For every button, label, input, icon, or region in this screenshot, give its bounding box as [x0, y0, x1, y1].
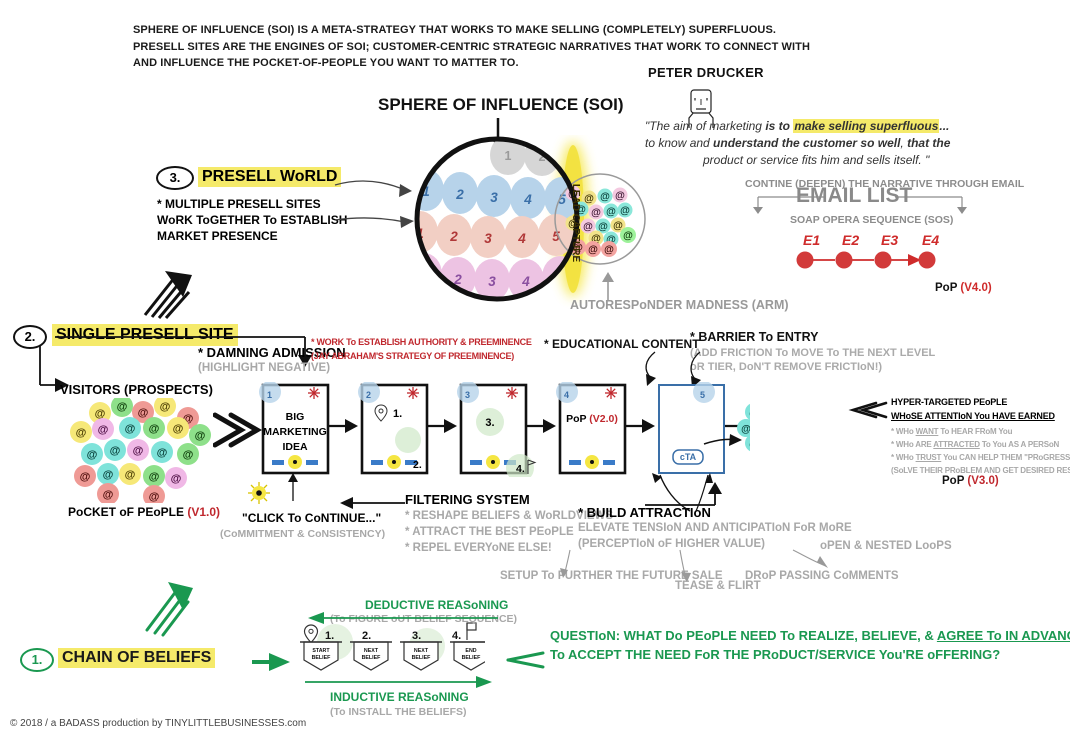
svg-text:2.: 2.: [413, 459, 422, 471]
svg-text:@: @: [117, 401, 128, 413]
svg-text:E4: E4: [922, 234, 939, 248]
svg-text:@: @: [600, 192, 610, 203]
svg-text:1: 1: [420, 268, 428, 283]
svg-text:@: @: [138, 407, 149, 419]
svg-text:@: @: [741, 424, 750, 435]
svg-text:@: @: [183, 449, 194, 461]
svg-text:@: @: [195, 430, 206, 442]
svg-text:3: 3: [484, 231, 492, 246]
svg-text:@: @: [125, 469, 136, 481]
svg-text:4: 4: [521, 274, 530, 289]
svg-text:@: @: [598, 222, 608, 233]
svg-text:MARKETING: MARKETING: [263, 426, 327, 438]
svg-text:2: 2: [366, 390, 371, 400]
svg-text:@: @: [103, 469, 114, 481]
svg-text:5: 5: [700, 390, 705, 400]
svg-text:1: 1: [267, 390, 272, 400]
svg-text:1: 1: [505, 149, 512, 163]
svg-text:@: @: [583, 222, 593, 233]
svg-text:@: @: [613, 221, 623, 232]
svg-text:END: END: [465, 648, 476, 654]
svg-text:4: 4: [523, 192, 532, 207]
svg-text:PoP (V2.0): PoP (V2.0): [566, 413, 618, 425]
svg-text:@: @: [749, 408, 750, 419]
svg-text:START: START: [312, 648, 330, 654]
svg-text:@: @: [103, 489, 114, 501]
svg-text:2: 2: [455, 187, 464, 202]
svg-text:@: @: [157, 447, 168, 459]
svg-text:@: @: [149, 491, 160, 503]
svg-text:3.: 3.: [485, 417, 494, 429]
svg-text:@: @: [615, 191, 625, 202]
svg-text:3: 3: [465, 390, 470, 400]
svg-text:LEAD CAPTURE: LEAD CAPTURE: [570, 184, 581, 263]
svg-text:@: @: [173, 423, 184, 435]
svg-text:1.: 1.: [325, 630, 334, 642]
svg-text:4.: 4.: [516, 463, 525, 475]
svg-text:E2: E2: [842, 234, 859, 248]
svg-text:BELIEF: BELIEF: [412, 655, 432, 661]
svg-text:BELIEF: BELIEF: [362, 655, 382, 661]
svg-text:@: @: [125, 423, 136, 435]
svg-text:E3: E3: [881, 234, 898, 248]
svg-text:BIG: BIG: [286, 411, 305, 423]
svg-text:BELIEF: BELIEF: [462, 655, 482, 661]
svg-text:@: @: [149, 423, 160, 435]
svg-text:@: @: [749, 439, 750, 450]
svg-text:6: 6: [588, 265, 596, 280]
svg-text:@: @: [133, 445, 144, 457]
svg-text:@: @: [76, 427, 87, 439]
svg-text:NEXT: NEXT: [414, 648, 429, 654]
svg-text:E1: E1: [803, 234, 820, 248]
svg-text:4: 4: [564, 390, 569, 400]
svg-text:NEXT: NEXT: [364, 648, 379, 654]
svg-text:4: 4: [605, 159, 612, 173]
svg-text:@: @: [588, 245, 598, 256]
svg-text:cTA: cTA: [680, 452, 697, 462]
svg-text:@: @: [110, 445, 121, 457]
svg-text:@: @: [160, 401, 171, 413]
svg-text:@: @: [80, 471, 91, 483]
svg-text:IDEA: IDEA: [282, 441, 308, 453]
svg-text:@: @: [620, 206, 630, 217]
svg-text:3: 3: [488, 274, 496, 289]
svg-text:@: @: [623, 231, 633, 242]
svg-text:@: @: [606, 207, 616, 218]
svg-text:4: 4: [517, 231, 526, 246]
svg-text:@: @: [591, 208, 601, 219]
svg-text:@: @: [149, 471, 160, 483]
svg-text:2: 2: [449, 229, 458, 244]
svg-text:@: @: [584, 194, 594, 205]
svg-text:@: @: [98, 424, 109, 436]
svg-text:@: @: [604, 245, 614, 256]
svg-text:@: @: [87, 449, 98, 461]
svg-text:3.: 3.: [412, 630, 421, 642]
svg-text:@: @: [171, 473, 182, 485]
svg-text:BELIEF: BELIEF: [312, 655, 332, 661]
svg-text:4.: 4.: [452, 630, 461, 642]
svg-text:2.: 2.: [362, 630, 371, 642]
svg-text:3: 3: [490, 190, 498, 205]
svg-text:1.: 1.: [393, 408, 402, 420]
